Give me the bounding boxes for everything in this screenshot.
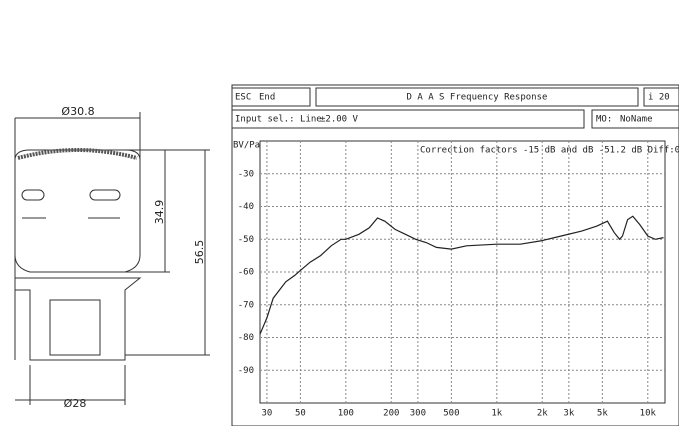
input-select[interactable]: Input sel.: Line <box>235 115 322 125</box>
mo-key: MO: <box>596 115 612 125</box>
y-tick-label: -80 <box>238 333 254 343</box>
dimension-label: Ø30.8 <box>61 105 94 118</box>
response-curve <box>259 215 664 335</box>
capsule-drawing: Ø30.8 34.9 56.5 Ø28 <box>14 105 210 410</box>
x-tick-label: 500 <box>443 409 459 419</box>
x-tick-label: 3k <box>563 409 574 419</box>
x-tick-label: 30 <box>261 409 272 419</box>
dimension-label: Ø28 <box>64 397 87 410</box>
window-title: D A A S Frequency Response <box>407 93 548 103</box>
mo-value: NoName <box>620 115 653 125</box>
x-tick-label: 100 <box>338 409 354 419</box>
y-tick-label: -50 <box>238 235 254 245</box>
dimension-label: 34.9 <box>153 200 166 225</box>
analyzer-window: ESC End D A A S Frequency Response i 20 … <box>231 84 679 427</box>
y-tick-label: -40 <box>238 202 254 212</box>
y-tick-label: -70 <box>238 300 254 310</box>
dimension-label: 56.5 <box>193 240 206 265</box>
corner-text: i 20 <box>648 93 670 103</box>
x-tick-label: 2k <box>537 409 548 419</box>
x-tick-label: 5k <box>597 409 608 419</box>
x-tick-label: 50 <box>295 409 306 419</box>
y-tick-label: -30 <box>238 169 254 179</box>
y-tick-label: -60 <box>238 268 254 278</box>
annotation: Correction factors -15 dB and dB -51.2 d… <box>420 146 679 156</box>
x-tick-label: 200 <box>383 409 399 419</box>
x-tick-label: 300 <box>410 409 426 419</box>
esc-key[interactable]: ESC <box>235 93 251 103</box>
x-tick-label: 1k <box>491 409 502 419</box>
y-axis-label: BV/Pa <box>233 141 260 151</box>
input-range: ±2.00 V <box>320 115 359 125</box>
y-tick-label: -90 <box>238 366 254 376</box>
x-tick-label: 10k <box>640 409 657 419</box>
esc-action[interactable]: End <box>259 93 275 103</box>
